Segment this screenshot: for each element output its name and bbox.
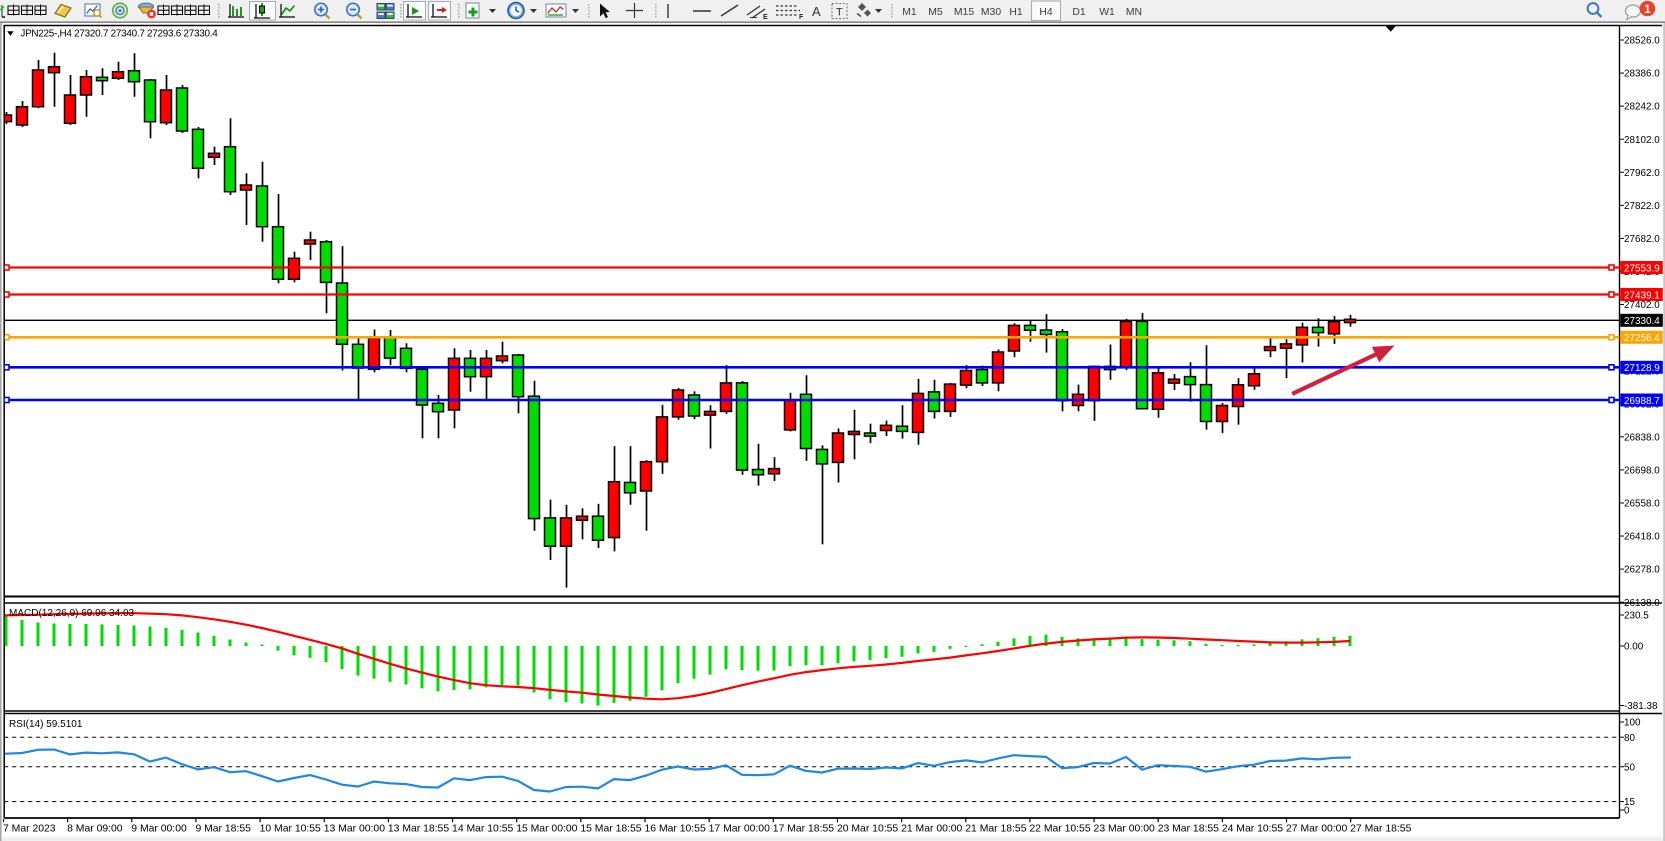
svg-text:M30: M30 bbox=[981, 7, 1001, 18]
svg-text:E: E bbox=[763, 14, 768, 21]
svg-text:8 Mar 09:00: 8 Mar 09:00 bbox=[67, 824, 123, 835]
svg-text:D1: D1 bbox=[1072, 7, 1086, 18]
svg-text:27682.0: 27682.0 bbox=[1624, 234, 1660, 245]
svg-text:15 Mar 18:55: 15 Mar 18:55 bbox=[580, 824, 641, 835]
svg-text:0: 0 bbox=[1624, 806, 1630, 817]
svg-text:9 Mar 18:55: 9 Mar 18:55 bbox=[195, 824, 251, 835]
svg-text:0.00: 0.00 bbox=[1624, 642, 1644, 653]
svg-text:22 Mar 10:55: 22 Mar 10:55 bbox=[1029, 824, 1090, 835]
svg-text:M5: M5 bbox=[928, 7, 943, 18]
svg-text:16 Mar 10:55: 16 Mar 10:55 bbox=[645, 824, 706, 835]
svg-text:1: 1 bbox=[1644, 4, 1651, 16]
svg-text:28242.0: 28242.0 bbox=[1624, 102, 1660, 113]
svg-text:100: 100 bbox=[1624, 718, 1641, 729]
svg-text:28102.0: 28102.0 bbox=[1624, 135, 1660, 146]
svg-text:H1: H1 bbox=[1009, 7, 1023, 18]
svg-text:26988.7: 26988.7 bbox=[1624, 396, 1660, 407]
svg-text:50: 50 bbox=[1624, 762, 1635, 773]
svg-text:23 Mar 18:55: 23 Mar 18:55 bbox=[1158, 824, 1219, 835]
svg-text:20 Mar 10:55: 20 Mar 10:55 bbox=[837, 824, 898, 835]
svg-text:17 Mar 00:00: 17 Mar 00:00 bbox=[709, 824, 770, 835]
svg-text:15: 15 bbox=[1624, 797, 1635, 808]
svg-text:-381.38: -381.38 bbox=[1624, 701, 1658, 712]
svg-text:28386.0: 28386.0 bbox=[1624, 69, 1660, 80]
svg-text:26558.0: 26558.0 bbox=[1624, 499, 1660, 510]
svg-text:27553.9: 27553.9 bbox=[1624, 263, 1660, 274]
svg-text:24 Mar 10:55: 24 Mar 10:55 bbox=[1222, 824, 1283, 835]
svg-text:26698.0: 26698.0 bbox=[1624, 466, 1660, 477]
svg-text:27128.9: 27128.9 bbox=[1624, 363, 1660, 374]
svg-text:27439.1: 27439.1 bbox=[1624, 290, 1660, 301]
svg-text:26838.0: 26838.0 bbox=[1624, 432, 1660, 443]
svg-text:27 Mar 18:55: 27 Mar 18:55 bbox=[1350, 824, 1411, 835]
svg-text:26138.0: 26138.0 bbox=[1624, 598, 1660, 609]
svg-text:M1: M1 bbox=[902, 7, 917, 18]
svg-text:26278.0: 26278.0 bbox=[1624, 565, 1660, 576]
svg-text:15 Mar 00:00: 15 Mar 00:00 bbox=[516, 824, 577, 835]
svg-text:27256.4: 27256.4 bbox=[1624, 333, 1660, 344]
svg-text:80: 80 bbox=[1624, 733, 1635, 744]
svg-text:JPN225-,H4 27320.7 27340.7 27: JPN225-,H4 27320.7 27340.7 27293.6 27330… bbox=[20, 28, 218, 39]
svg-text:27822.0: 27822.0 bbox=[1624, 201, 1660, 212]
svg-text:M15: M15 bbox=[954, 7, 974, 18]
svg-text:RSI(14) 59.5101: RSI(14) 59.5101 bbox=[9, 719, 83, 730]
svg-text:28526.0: 28526.0 bbox=[1624, 36, 1660, 47]
svg-text:23 Mar 00:00: 23 Mar 00:00 bbox=[1094, 824, 1155, 835]
svg-text:MN: MN bbox=[1126, 7, 1142, 18]
svg-text:27 Mar 00:00: 27 Mar 00:00 bbox=[1286, 824, 1347, 835]
svg-text:17 Mar 18:55: 17 Mar 18:55 bbox=[773, 824, 834, 835]
svg-text:T: T bbox=[836, 7, 843, 19]
svg-text:13 Mar 00:00: 13 Mar 00:00 bbox=[324, 824, 385, 835]
svg-text:21 Mar 00:00: 21 Mar 00:00 bbox=[901, 824, 962, 835]
svg-text:7 Mar 2023: 7 Mar 2023 bbox=[3, 824, 56, 835]
svg-text:W1: W1 bbox=[1099, 7, 1115, 18]
svg-text:26418.0: 26418.0 bbox=[1624, 532, 1660, 543]
svg-text:14 Mar 10:55: 14 Mar 10:55 bbox=[452, 824, 513, 835]
svg-text:27962.0: 27962.0 bbox=[1624, 168, 1660, 179]
svg-text:H4: H4 bbox=[1039, 7, 1053, 18]
svg-text:MACD(12,26,9) 69.96 34.03: MACD(12,26,9) 69.96 34.03 bbox=[9, 608, 135, 619]
svg-text:A: A bbox=[812, 4, 821, 19]
svg-text:27402.0: 27402.0 bbox=[1624, 300, 1660, 311]
svg-text:9 Mar 00:00: 9 Mar 00:00 bbox=[131, 824, 187, 835]
svg-text:13 Mar 18:55: 13 Mar 18:55 bbox=[388, 824, 449, 835]
svg-text:27330.4: 27330.4 bbox=[1624, 316, 1660, 327]
svg-text:F: F bbox=[799, 14, 804, 21]
svg-text:10 Mar 10:55: 10 Mar 10:55 bbox=[260, 824, 321, 835]
svg-text:21 Mar 18:55: 21 Mar 18:55 bbox=[965, 824, 1026, 835]
svg-text:230.5: 230.5 bbox=[1624, 611, 1649, 622]
